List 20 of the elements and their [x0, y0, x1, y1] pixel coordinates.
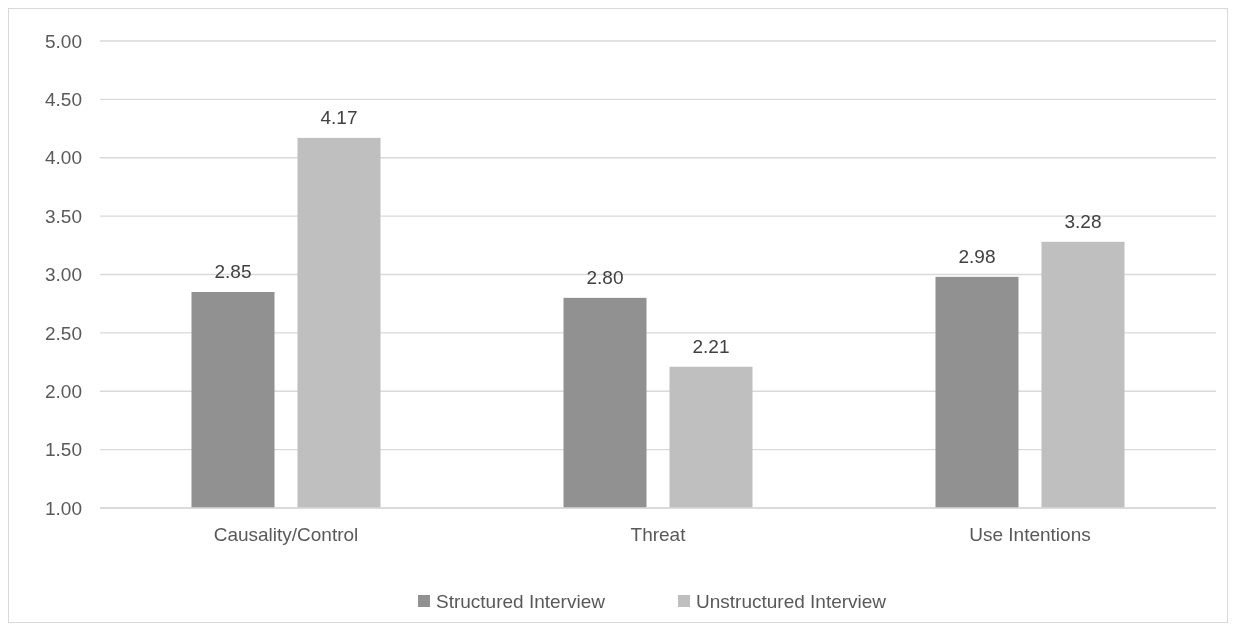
- x-tick-label: Causality/Control: [213, 524, 359, 545]
- y-tick-label: 2.50: [45, 322, 82, 344]
- y-tick-label: 4.50: [45, 89, 82, 111]
- y-tick-label: 2.00: [45, 380, 82, 402]
- data-label: 2.21: [692, 335, 730, 357]
- y-tick-label: 4.00: [45, 147, 82, 169]
- data-label: 2.98: [958, 245, 996, 267]
- data-label: 3.28: [1064, 210, 1102, 232]
- x-tick-label: Use Intentions: [969, 524, 1091, 545]
- y-tick-label: 3.50: [45, 205, 82, 227]
- y-tick-label: 5.00: [45, 30, 82, 52]
- y-tick-label: 3.00: [45, 264, 82, 286]
- data-label: 2.80: [586, 266, 624, 288]
- y-tick-label: 1.00: [45, 497, 82, 519]
- data-label: 2.85: [214, 261, 252, 283]
- data-label: 4.17: [320, 106, 358, 128]
- x-tick-label: Threat: [630, 524, 687, 545]
- legend-label: Unstructured Interview: [696, 590, 887, 612]
- legend-label: Structured Interview: [436, 590, 606, 612]
- y-tick-label: 1.50: [45, 439, 82, 461]
